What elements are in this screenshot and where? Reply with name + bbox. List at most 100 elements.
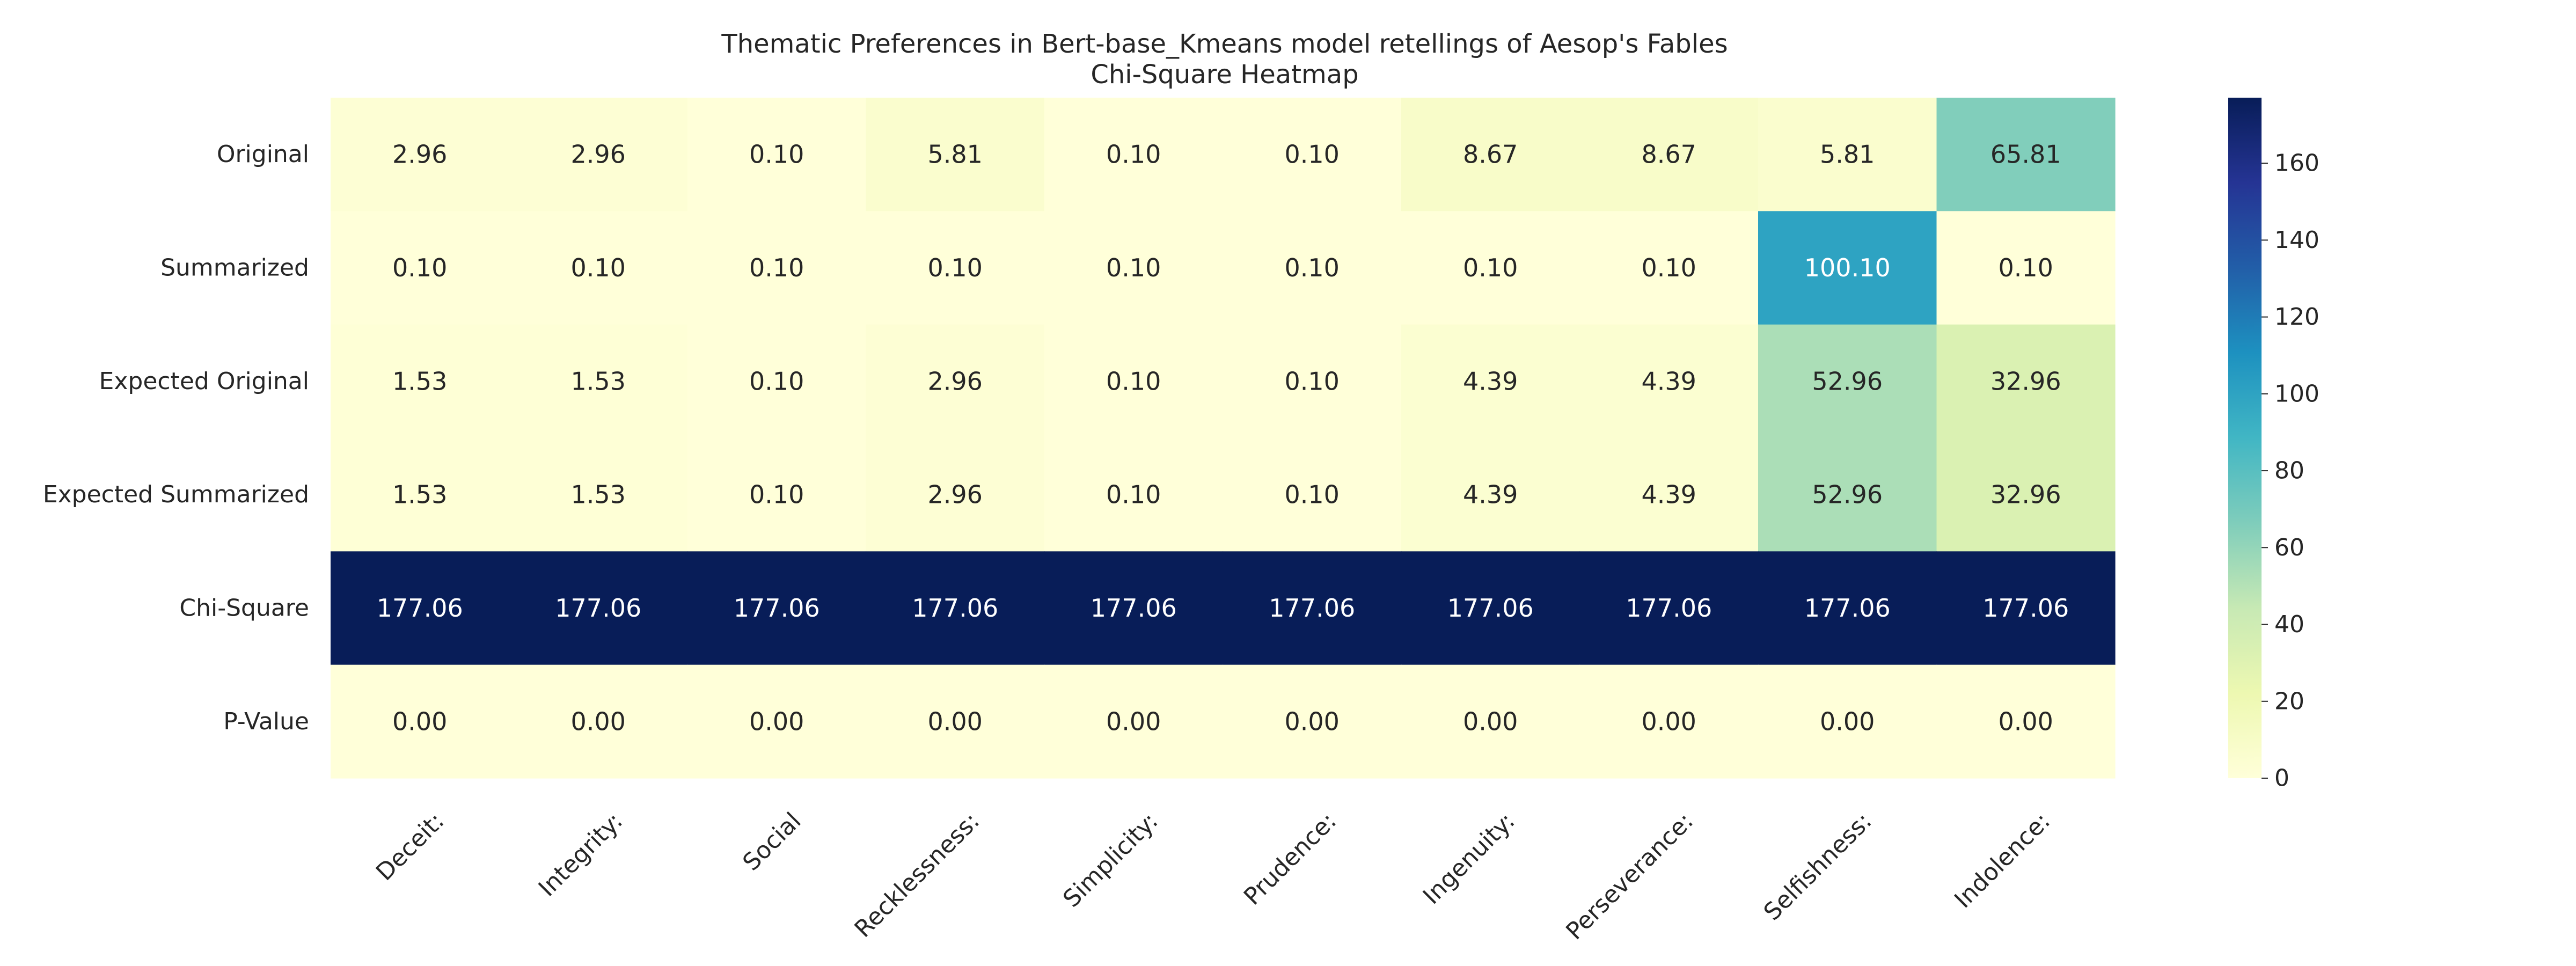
cell-value-label: 52.96 [1812, 367, 1883, 396]
column-label: Integrity: [533, 807, 628, 902]
cell-value-label: 0.00 [571, 707, 626, 736]
heatmap-cells [331, 98, 2116, 779]
row-label: Expected Original [99, 368, 309, 395]
cell-value-label: 2.96 [571, 140, 626, 169]
cell-value-label: 0.10 [1999, 253, 2053, 282]
row-labels: Original Summarized Expected Original Expec… [43, 141, 309, 735]
cell-value-label: 177.06 [1626, 594, 1712, 623]
colorbar-tick-label: 140 [2274, 226, 2319, 254]
cell-value-label: 4.39 [1463, 367, 1518, 396]
cell-value-label: 0.10 [1642, 253, 1696, 282]
heatmap-cell [866, 438, 1045, 552]
heatmap-cell [331, 551, 510, 665]
colorbar-tick-label: 100 [2274, 380, 2319, 407]
heatmap-cell [1758, 211, 1937, 325]
cell-value-label: 2.96 [392, 140, 447, 169]
heatmap-cell [1044, 211, 1224, 325]
heatmap-cell [1936, 98, 2116, 211]
heatmap-cell [1936, 551, 2116, 665]
heatmap-cell [1579, 98, 1759, 211]
cell-value-label: 177.06 [734, 594, 820, 623]
cell-value-label: 65.81 [1990, 140, 2061, 169]
cell-value-label: 177.06 [912, 594, 998, 623]
heatmap-cell [866, 211, 1045, 325]
cell-value-label: 0.00 [1642, 707, 1696, 736]
row-label: Chi-Square [179, 595, 309, 622]
column-label: Ingenuity: [1418, 807, 1520, 910]
heatmap-cell [509, 98, 688, 211]
heatmap-cell [1401, 98, 1580, 211]
colorbar-tick-label: 0 [2274, 765, 2289, 792]
colorbar: 0 20 40 60 80 100 120 140 160 [2228, 98, 2319, 792]
heatmap-cell [1401, 551, 1580, 665]
cell-value-label: 52.96 [1812, 480, 1883, 509]
column-label: Selfishness: [1759, 807, 1877, 926]
heatmap-cell [687, 551, 867, 665]
heatmap-cell [331, 438, 510, 552]
cell-value-label: 2.96 [928, 480, 983, 509]
cell-value-label: 1.53 [571, 367, 626, 396]
cell-value-label: 0.10 [1285, 367, 1340, 396]
cell-value-label: 8.67 [1463, 140, 1518, 169]
heatmap-cell [1044, 664, 1224, 779]
column-label: Indolence: [1949, 807, 2055, 913]
heatmap-cell [1758, 324, 1937, 438]
heatmap-cell [1223, 664, 1402, 779]
heatmap-cell [1758, 551, 1937, 665]
heatmap-cell [1401, 211, 1580, 325]
cell-value-label: 5.81 [1820, 140, 1875, 169]
heatmap-cell [866, 324, 1045, 438]
heatmap-cell [509, 211, 688, 325]
heatmap-cell [1401, 324, 1580, 438]
heatmap-cell [1936, 438, 2116, 552]
heatmap-cell [1579, 664, 1759, 779]
heatmap-cell [1579, 551, 1759, 665]
heatmap-cell [1758, 664, 1937, 779]
cell-value-label: 0.00 [928, 707, 983, 736]
column-label: Perseverance: [1561, 807, 1699, 945]
cell-value-label: 4.39 [1642, 480, 1696, 509]
heatmap-cell [1223, 98, 1402, 211]
cell-value-label: 1.53 [392, 367, 447, 396]
column-label: Recklessness: [850, 807, 985, 943]
heatmap-cell [687, 438, 867, 552]
heatmap-cell [1579, 211, 1759, 325]
colorbar-tick-label: 60 [2274, 534, 2304, 561]
cell-value-label: 177.06 [377, 594, 463, 623]
cell-value-label: 0.00 [1463, 707, 1518, 736]
cell-value-label: 100.10 [1804, 253, 1891, 282]
cell-value-label: 0.10 [1106, 253, 1161, 282]
cell-value-label: 8.67 [1642, 140, 1696, 169]
heatmap-cell [687, 98, 867, 211]
cell-value-label: 32.96 [1990, 480, 2061, 509]
heatmap-cell [687, 324, 867, 438]
cell-value-label: 1.53 [571, 480, 626, 509]
heatmap-cell [331, 211, 510, 325]
heatmap-cell [1936, 324, 2116, 438]
colorbar-tick-label: 40 [2274, 611, 2304, 638]
cell-value-label: 177.06 [1091, 594, 1177, 623]
colorbar-tick-label: 120 [2274, 303, 2319, 331]
cell-value-label: 5.81 [928, 140, 983, 169]
heatmap-cell [1401, 438, 1580, 552]
chart-title: Thematic Preferences in Bert-base_Kmeans… [721, 29, 1728, 59]
cell-value-label: 177.06 [1804, 594, 1891, 623]
column-labels: Deceit: Integrity: Social Recklessness: Simp… [371, 807, 2055, 945]
heatmap-cell [1936, 664, 2116, 779]
cell-value-label: 0.10 [749, 480, 804, 509]
chart-titles: Thematic Preferences in Bert-base_Kmeans… [721, 29, 1728, 90]
heatmap-cell [331, 324, 510, 438]
chart-subtitle: Chi-Square Heatmap [1091, 60, 1358, 90]
heatmap-cell [866, 664, 1045, 779]
heatmap-cell [509, 664, 688, 779]
heatmap-cell [1401, 664, 1580, 779]
cell-value-label: 0.10 [1285, 480, 1340, 509]
heatmap-cell [1758, 98, 1937, 211]
heatmap-cell [1223, 438, 1402, 552]
colorbar-tick-label: 20 [2274, 687, 2304, 715]
heatmap-cell [1758, 438, 1937, 552]
row-label: P-Value [223, 708, 309, 735]
heatmap-cell [1044, 324, 1224, 438]
colorbar-bar [2228, 98, 2262, 778]
